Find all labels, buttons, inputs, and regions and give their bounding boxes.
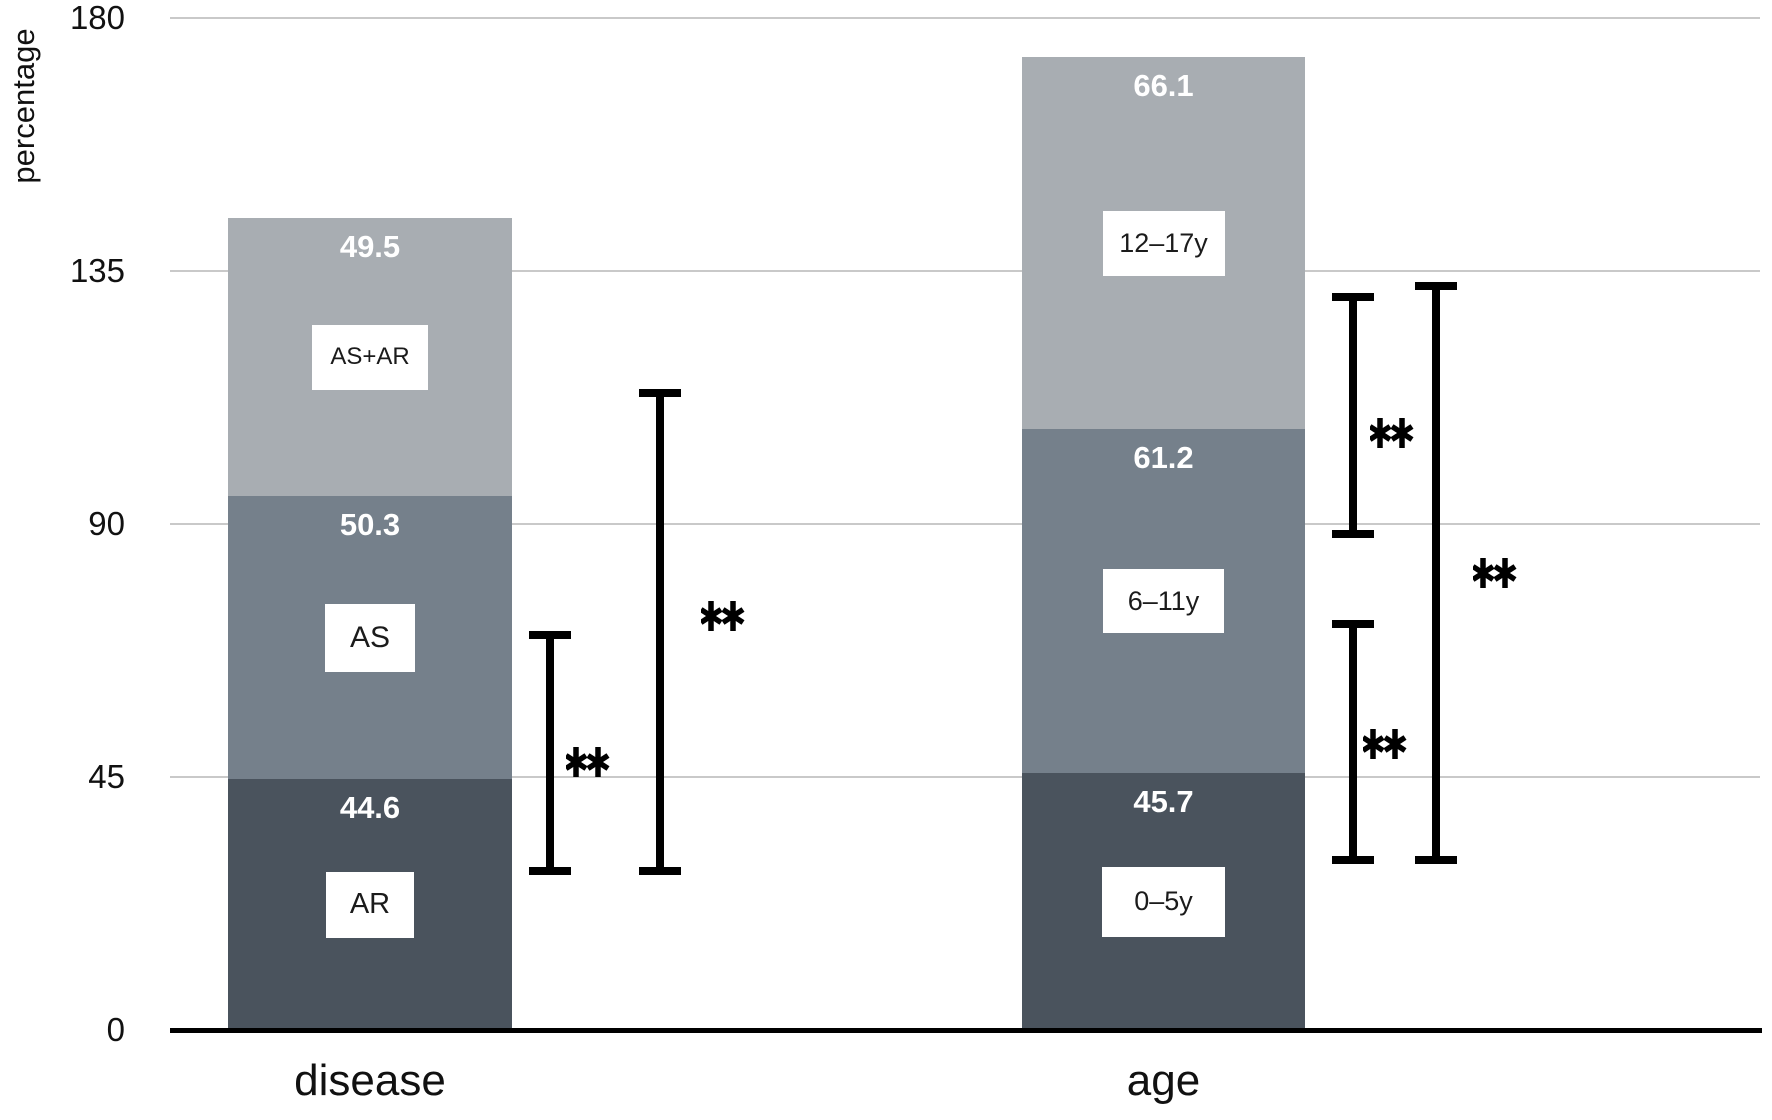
segment-label: AS — [325, 603, 415, 672]
segment-label: AR — [326, 871, 414, 938]
significance-bracket — [1332, 620, 1374, 864]
segment-label: AS+AR — [312, 324, 428, 390]
segment-value: 44.6 — [339, 790, 401, 825]
segment-label: 6–11y — [1103, 569, 1224, 633]
y-tick-label: 90 — [88, 505, 125, 542]
x-axis-line — [170, 1028, 1762, 1033]
segment-label: 12–17y — [1102, 210, 1225, 276]
gridline — [170, 17, 1760, 19]
gridline — [170, 523, 1760, 525]
segment-value: 66.1 — [1133, 68, 1194, 103]
segment-value: 61.2 — [1133, 440, 1194, 475]
significance-stars — [1361, 728, 1407, 765]
category-label: disease — [294, 1056, 446, 1105]
significance-bracket — [639, 389, 681, 875]
segment-value: 50.3 — [339, 507, 401, 542]
significance-stars — [1471, 557, 1517, 594]
gridline — [170, 776, 1760, 778]
y-tick-label: 45 — [88, 758, 125, 795]
segment-value: 45.7 — [1133, 784, 1194, 819]
gridline — [170, 270, 1760, 272]
significance-bracket — [1332, 293, 1374, 538]
y-axis-title: percentage — [6, 28, 41, 184]
segment-value: 49.5 — [339, 229, 401, 264]
y-tick-label: 180 — [69, 0, 125, 36]
significance-bracket — [1415, 282, 1457, 864]
significance-stars — [564, 746, 610, 783]
y-tick-label: 0 — [106, 1011, 125, 1048]
significance-bracket — [529, 631, 571, 875]
category-label: age — [1126, 1056, 1201, 1105]
significance-stars — [1368, 417, 1414, 454]
segment-label: 0–5y — [1102, 866, 1225, 937]
y-tick-label: 135 — [69, 252, 125, 289]
significance-stars — [699, 600, 745, 637]
